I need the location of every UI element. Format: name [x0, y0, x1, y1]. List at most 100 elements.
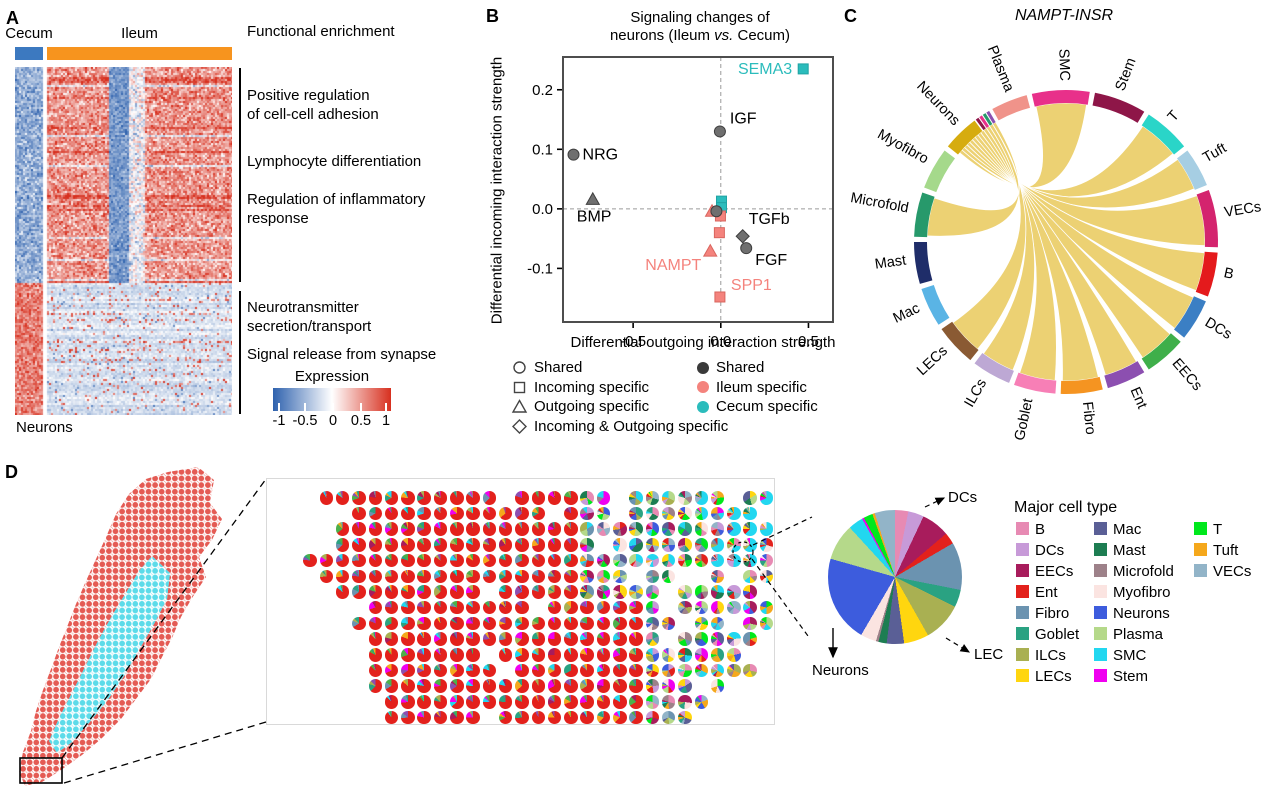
chord-segment-neurons	[947, 120, 983, 155]
spot-pie	[401, 585, 415, 599]
spot-pie	[547, 632, 562, 646]
spot-pie	[482, 679, 497, 693]
spot-pie	[694, 648, 708, 662]
spot-pie	[466, 491, 480, 505]
scatter-label-FGF: FGF	[755, 252, 787, 269]
spot-pie	[547, 648, 562, 662]
spot-pie	[498, 695, 513, 709]
spot-pie	[515, 710, 529, 725]
scatter-point	[710, 205, 723, 218]
spot-pie	[384, 506, 399, 521]
spot-pie	[564, 679, 578, 693]
spot-pie	[694, 695, 708, 709]
legend-swatch	[1016, 585, 1029, 598]
spot-pie	[352, 585, 366, 599]
spot-pie	[450, 663, 464, 678]
spot-pie	[531, 585, 545, 599]
spot-pie	[580, 600, 594, 615]
legend-swatch	[1094, 564, 1107, 577]
svg-text:0.0: 0.0	[532, 201, 553, 218]
spot-pie	[401, 648, 415, 662]
spot-pie	[727, 600, 741, 615]
spot-pie	[596, 585, 611, 599]
chord-segment-mac	[921, 284, 950, 325]
spot-pie	[759, 616, 774, 631]
spot-pie	[678, 663, 692, 678]
expression-colorbar	[273, 388, 391, 411]
scatter-label-IGF: IGF	[730, 110, 757, 127]
chord-segment-tuft	[1177, 150, 1207, 190]
cell-type-legend-item-myofibro: Myofibro	[1094, 584, 1174, 605]
spot-pie	[335, 553, 350, 568]
spot-pie	[498, 585, 513, 599]
chord-segment-microfold	[914, 192, 935, 238]
spot-pie	[645, 679, 660, 693]
scatter-point-IGF	[713, 125, 726, 138]
legend-swatch	[1194, 522, 1207, 535]
row-group-bracket-bottom	[239, 291, 241, 414]
spot-pie	[629, 506, 643, 521]
spot-pie	[384, 663, 399, 678]
scatter-label-SPP1: SPP1	[731, 277, 772, 294]
colorbar-tick-mark	[278, 403, 280, 411]
spot-pie	[678, 522, 692, 536]
annotation-inflammatory: Regulation of inflammatory response	[247, 191, 426, 227]
spot-pie	[531, 569, 545, 583]
legend-swatch	[1094, 522, 1107, 535]
cell-type-legend-item-vecs: VECs	[1194, 563, 1251, 584]
cell-type-legend-item-ent: Ent	[1016, 584, 1079, 605]
spot-pie	[352, 616, 366, 631]
spot-pie	[613, 632, 627, 646]
legend-shape-circle: Shared	[512, 358, 728, 378]
panel-a-label: A	[6, 8, 19, 28]
spot-pie	[335, 585, 350, 599]
cell-type-legend-item-mast: Mast	[1094, 542, 1174, 563]
spot-pie	[368, 553, 382, 568]
spot-pie	[368, 632, 382, 646]
spot-pie	[482, 632, 497, 646]
colorbar-tick-labels: -1 -0.5 0 0.5 1	[273, 413, 391, 431]
spot-pie	[515, 695, 529, 709]
spot-pie	[352, 538, 366, 552]
spot-pie	[466, 648, 480, 662]
spot-pie	[596, 710, 611, 725]
spot-pie	[645, 553, 660, 568]
legend-swatch	[1094, 669, 1107, 682]
spot-pie	[661, 522, 676, 536]
spot-pie	[596, 695, 611, 709]
spot-pie	[450, 616, 464, 631]
spot-pie	[450, 569, 464, 583]
spot-pie-zoom-box	[266, 478, 775, 725]
spot-pie	[678, 710, 692, 725]
spot-pie	[433, 491, 448, 505]
chord-diagram: B DCs EECs Ent Fibro Goblet ILCs LECs Mac Mast Mic…	[849, 43, 1262, 442]
spot-pie	[482, 663, 497, 678]
chord-segment-goblet	[1014, 372, 1057, 394]
spot-pie	[498, 648, 513, 662]
dcs-callout-arrow	[924, 497, 946, 508]
cell-type-legend-item-lecs: LECs	[1016, 668, 1079, 689]
chord-label-stem: Stem	[1112, 56, 1139, 93]
spot-pie	[743, 491, 757, 505]
spot-pie	[547, 710, 562, 725]
pie-callout-neurons: Neurons	[812, 662, 869, 679]
spot-pie	[482, 695, 497, 709]
spot-pie	[368, 648, 382, 662]
spot-pie	[450, 600, 464, 615]
spot-pie	[629, 538, 643, 552]
spot-pie	[580, 491, 594, 505]
colorbar-tick-mark	[304, 403, 306, 411]
spot-pie	[645, 600, 660, 615]
spot-pie	[368, 585, 382, 599]
spot-pie	[596, 491, 611, 505]
chord-label-t: T	[1165, 108, 1183, 125]
legend-swatch	[1194, 564, 1207, 577]
spot-pie	[417, 569, 431, 583]
spot-pie	[629, 616, 643, 631]
spot-pie	[547, 663, 562, 678]
spot-pie	[743, 663, 757, 678]
spot-pie	[515, 506, 529, 521]
spot-pie	[645, 648, 660, 662]
spot-pie	[547, 538, 562, 552]
